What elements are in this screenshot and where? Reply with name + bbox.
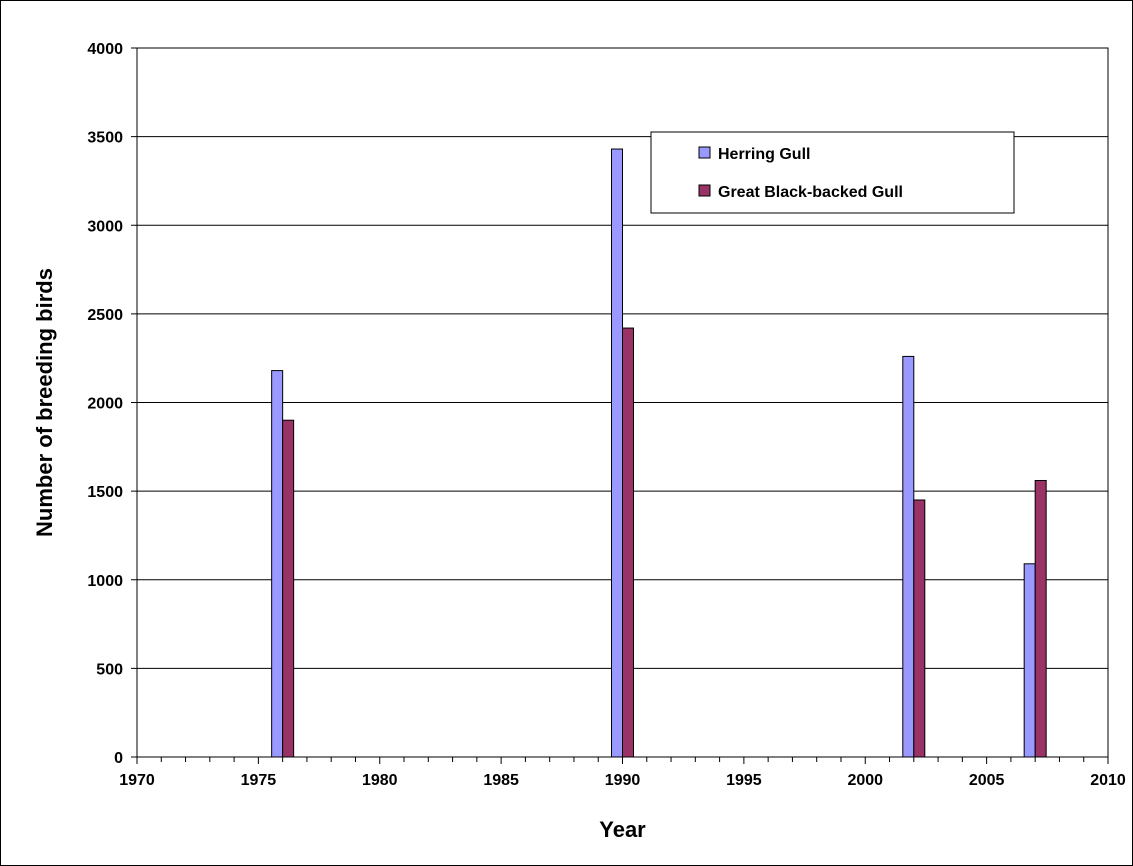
bar-great-black-backed-gull-2002 <box>913 499 926 758</box>
y-tick-label: 1000 <box>87 573 123 590</box>
bar-herring-gull-2002 <box>902 355 915 758</box>
x-tick-label: 1985 <box>483 772 519 789</box>
bar-great-black-backed-gull-2007 <box>1034 479 1047 758</box>
x-tick-label: 2010 <box>1090 772 1126 789</box>
x-tick-label: 1975 <box>241 772 277 789</box>
x-axis-title: Year <box>599 817 646 842</box>
y-tick-label: 2500 <box>87 307 123 324</box>
y-tick-label: 4000 <box>87 41 123 58</box>
bar-great-black-backed-gull-1976 <box>282 419 295 758</box>
x-tick-label: 1995 <box>726 772 762 789</box>
legend-box <box>650 131 1015 214</box>
legend: Herring Gull Great Black-backed Gull <box>650 131 1015 214</box>
bar-herring-gull-1976 <box>271 370 284 758</box>
x-tick-label: 2000 <box>847 772 883 789</box>
legend-swatch-great-black-backed-gull <box>698 184 711 197</box>
bar-great-black-backed-gull-1990 <box>622 327 634 758</box>
bars <box>271 148 1047 758</box>
y-tick-label: 3000 <box>87 218 123 235</box>
bar-herring-gull-2007 <box>1023 563 1036 758</box>
x-tick-label: 1970 <box>119 772 155 789</box>
y-axis: 0 500 1000 1500 2000 2500 3000 3500 4000 <box>87 41 137 767</box>
x-tick-label: 1980 <box>362 772 398 789</box>
legend-swatch-herring-gull <box>698 146 711 159</box>
y-tick-label: 500 <box>96 661 123 678</box>
y-tick-label: 3500 <box>87 130 123 147</box>
x-tick-label: 1990 <box>605 772 641 789</box>
y-tick-label: 1500 <box>87 484 123 501</box>
x-tick-label: 2005 <box>969 772 1005 789</box>
y-tick-label: 2000 <box>87 396 123 413</box>
legend-label-herring-gull: Herring Gull <box>718 146 810 163</box>
y-axis-title: Number of breeding birds <box>32 268 57 537</box>
bar-herring-gull-1990 <box>611 148 623 758</box>
legend-label-great-black-backed-gull: Great Black-backed Gull <box>718 184 903 201</box>
y-tick-label: 0 <box>114 750 123 767</box>
x-axis: 1970 1975 1980 1985 1990 1995 2000 2005 2010 <box>119 757 1126 789</box>
